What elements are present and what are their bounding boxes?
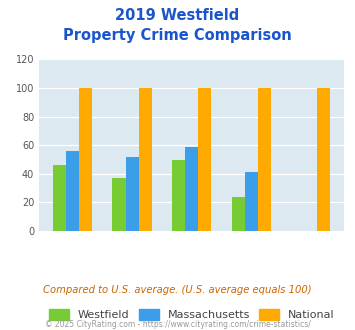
Bar bbox=[126, 157, 139, 231]
Bar bbox=[66, 151, 79, 231]
Bar bbox=[185, 147, 198, 231]
Bar bbox=[139, 88, 152, 231]
Bar bbox=[258, 88, 271, 231]
Bar bbox=[79, 88, 92, 231]
Text: Compared to U.S. average. (U.S. average equals 100): Compared to U.S. average. (U.S. average … bbox=[43, 285, 312, 295]
Bar bbox=[317, 88, 331, 231]
Text: © 2025 CityRating.com - https://www.cityrating.com/crime-statistics/: © 2025 CityRating.com - https://www.city… bbox=[45, 320, 310, 329]
Text: 2019 Westfield: 2019 Westfield bbox=[115, 8, 240, 23]
Bar bbox=[53, 165, 66, 231]
Bar bbox=[113, 178, 126, 231]
Bar bbox=[231, 197, 245, 231]
Bar bbox=[172, 159, 185, 231]
Legend: Westfield, Massachusetts, National: Westfield, Massachusetts, National bbox=[49, 309, 334, 320]
Bar bbox=[198, 88, 211, 231]
Text: Property Crime Comparison: Property Crime Comparison bbox=[63, 28, 292, 43]
Bar bbox=[245, 172, 258, 231]
